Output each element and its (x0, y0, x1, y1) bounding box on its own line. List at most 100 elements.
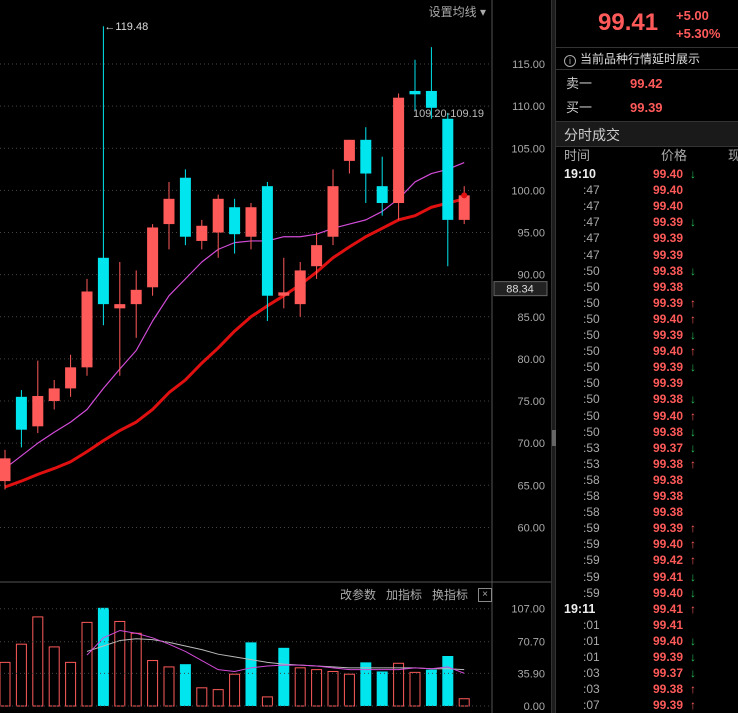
candle-body[interactable] (442, 118, 454, 220)
candle-body[interactable] (32, 395, 44, 427)
volume-bar[interactable] (425, 669, 437, 706)
candle-body[interactable] (97, 257, 109, 305)
ma-settings-button[interactable]: 设置均线 ▾ (429, 3, 486, 20)
trade-time: :47 (583, 247, 600, 262)
volume-bar[interactable] (442, 656, 454, 706)
range-annotation: 109.20-109.19 (413, 108, 484, 120)
volume-bar[interactable] (409, 671, 421, 707)
last-close-marker (461, 192, 468, 199)
price-tick-label: 75.00 (517, 396, 545, 408)
volume-bar[interactable] (212, 689, 224, 707)
candle-body[interactable] (163, 198, 175, 225)
price-change-pct: +5.30% (676, 26, 721, 41)
trade-row: :50 99.40 ↑ (556, 343, 738, 359)
volume-bar[interactable] (147, 660, 159, 707)
candle-body[interactable] (147, 227, 159, 288)
trade-row: :50 99.39 ↓ (556, 327, 738, 343)
candle-body[interactable] (229, 207, 241, 235)
volume-bar[interactable] (163, 666, 175, 707)
candle-body[interactable] (327, 186, 339, 237)
candle-body[interactable] (65, 367, 77, 389)
candle-body[interactable] (261, 186, 273, 296)
trade-row: :58 99.38 (556, 488, 738, 504)
candle-body[interactable] (114, 304, 126, 309)
volume-bar[interactable] (48, 646, 60, 707)
add-indicator-button[interactable]: 加指标 (385, 588, 422, 602)
trade-row: :59 99.39 ↑ (556, 520, 738, 536)
candle-body[interactable] (376, 186, 388, 204)
arrow-down-icon: ↓ (690, 666, 696, 681)
candle-body[interactable] (15, 396, 27, 430)
candles[interactable] (0, 26, 470, 490)
trades-section-title[interactable]: 分时成交 (556, 121, 738, 147)
candle-body[interactable] (343, 139, 355, 161)
trade-time: :50 (583, 408, 600, 423)
trade-row: :01 99.40 ↓ (556, 633, 738, 649)
candle-body[interactable] (212, 198, 224, 233)
switch-indicator-button[interactable]: 换指标 (431, 588, 468, 602)
bid-row[interactable]: 买一 99.39 (556, 96, 738, 120)
candle-body[interactable] (311, 245, 323, 267)
volume-bar[interactable] (327, 670, 339, 707)
trade-price: 99.39 (653, 650, 684, 664)
volume-bar[interactable] (32, 616, 44, 707)
candle-body[interactable] (48, 388, 60, 402)
trades-list[interactable]: 19:10 99.40 ↓:47 99.40:47 99.40:47 99.39 ↓:47 9… (556, 164, 738, 713)
price-tick-label: 110.00 (512, 101, 545, 113)
trade-row: :47 99.39 (556, 247, 738, 263)
candle-body[interactable] (393, 97, 405, 204)
trade-time: 19:11 (564, 601, 596, 616)
volume-bar[interactable] (81, 621, 93, 707)
volume-bar[interactable] (97, 607, 109, 706)
candle-body[interactable] (0, 458, 11, 482)
volume-bar[interactable] (278, 647, 290, 706)
volume-bar[interactable] (393, 662, 405, 707)
volume-bar[interactable] (179, 664, 191, 706)
volume-bar[interactable] (261, 696, 273, 707)
volume-bar[interactable] (229, 673, 241, 707)
candle-body[interactable] (294, 270, 306, 305)
collapse-handle[interactable] (552, 430, 556, 446)
candle-body[interactable] (409, 90, 421, 95)
arrow-up-icon: ↑ (690, 601, 696, 616)
volume-bar[interactable] (15, 643, 27, 707)
volume-bar[interactable] (311, 669, 323, 707)
volume-bar[interactable] (343, 673, 355, 707)
candle-body[interactable] (458, 195, 470, 220)
ask-row[interactable]: 卖一 99.42 (556, 72, 738, 96)
trade-price: 99.40 (653, 311, 684, 326)
arrow-down-icon: ↓ (690, 328, 696, 342)
candle-body[interactable] (179, 177, 191, 237)
panel-splitter[interactable] (551, 0, 556, 713)
trade-time: :53 (583, 440, 600, 455)
trade-price: 99.39 (653, 376, 684, 391)
candle-body[interactable] (81, 291, 93, 368)
volume-bar[interactable] (0, 661, 11, 707)
volume-bars[interactable] (0, 607, 470, 707)
arrow-down-icon: ↓ (690, 440, 696, 455)
volume-bar[interactable] (130, 632, 142, 707)
volume-bar[interactable] (245, 642, 257, 706)
dropdown-icon: ▾ (479, 5, 486, 19)
candle-body[interactable] (245, 207, 257, 237)
candle-body[interactable] (278, 292, 290, 296)
kline-chart[interactable]: 115.00 110.00 105.00 100.00 95.00 90.00 85.00 8… (0, 0, 556, 713)
volume-bar[interactable] (114, 620, 126, 707)
candle-body[interactable] (196, 225, 208, 241)
candle-body[interactable] (130, 289, 142, 305)
volume-bar[interactable] (376, 671, 388, 706)
candle-body[interactable] (425, 90, 437, 108)
trade-time: :03 (583, 666, 600, 681)
candle-body[interactable] (360, 139, 372, 174)
chart-area[interactable]: 115.00 110.00 105.00 100.00 95.00 90.00 85.00 8… (0, 0, 556, 713)
trade-row: :50 99.39 (556, 375, 738, 391)
volume-bar[interactable] (458, 698, 470, 707)
volume-bar[interactable] (196, 687, 208, 707)
close-icon[interactable]: × (478, 587, 492, 602)
edit-params-button[interactable]: 改参数 (339, 588, 376, 602)
volume-bar[interactable] (65, 661, 77, 707)
trade-price: 99.39 (653, 698, 684, 713)
trade-price: 99.39 (653, 247, 684, 262)
volume-bar[interactable] (360, 662, 372, 706)
trade-price: 99.38 (653, 489, 684, 503)
